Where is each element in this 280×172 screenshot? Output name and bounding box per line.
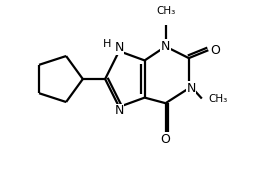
Text: N: N — [161, 40, 170, 53]
Text: N: N — [115, 41, 124, 54]
Text: N: N — [115, 104, 124, 117]
Text: O: O — [161, 133, 171, 146]
Text: CH₃: CH₃ — [208, 94, 227, 104]
Text: H: H — [103, 39, 112, 49]
Text: O: O — [210, 44, 220, 57]
Text: N: N — [186, 82, 196, 95]
Text: CH₃: CH₃ — [156, 6, 175, 16]
